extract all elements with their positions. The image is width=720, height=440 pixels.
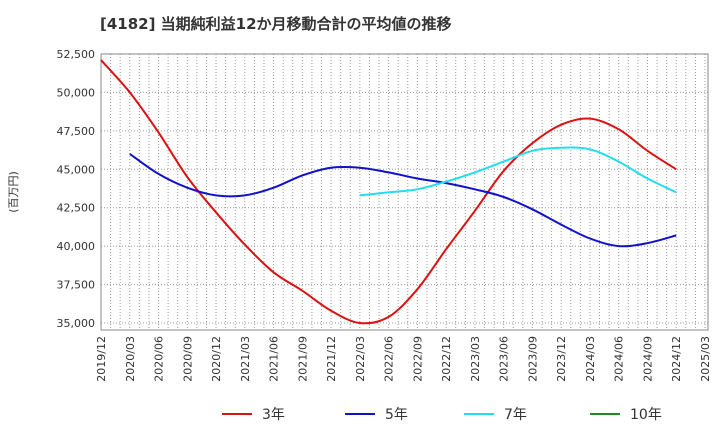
y-tick-label: 42,500 [57,202,96,215]
plot-frame [100,53,709,331]
x-tick-label: 2020/06 [153,336,166,382]
y-tick-label: 52,500 [57,48,96,61]
x-tick-label: 2024/03 [584,336,597,382]
y-axis: 35,000 37,500 40,000 42,500 45,000 47,500 50,0… [57,48,96,330]
x-tick-label: 2022/06 [383,336,396,382]
legend-label: 5年 [385,407,408,423]
x-axis: 2019/12 2020/03 2020/06 2020/09 2020/12 2021/… [95,336,712,382]
chart-title: [4182] 当期純利益12か月移動合計の平均値の推移 [100,15,452,33]
x-tick-label: 2023/06 [498,336,511,382]
x-tick-label: 2020/03 [124,336,137,382]
x-tick-label: 2019/12 [95,336,108,382]
x-tick-label: 2022/09 [411,336,424,382]
x-tick-label: 2025/03 [699,336,712,382]
y-tick-label: 40,000 [57,240,96,253]
x-tick-label: 2022/03 [354,336,367,382]
x-tick-label: 2021/06 [268,336,281,382]
legend-label: 3年 [262,407,285,423]
x-tick-label: 2024/06 [613,336,626,382]
x-tick-label: 2021/09 [296,336,309,382]
x-tick-label: 2024/09 [641,336,654,382]
y-tick-label: 45,000 [57,163,96,176]
legend: 3年 5年 7年 10年 [222,407,662,423]
x-tick-label: 2021/03 [239,336,252,382]
legend-label: 7年 [504,407,527,423]
x-tick-label: 2020/12 [210,336,223,382]
x-tick-label: 2021/12 [325,336,338,382]
legend-label: 10年 [630,407,662,423]
y-axis-label: (百万円) [7,171,20,213]
x-tick-label: 2024/12 [670,336,683,382]
x-tick-label: 2020/09 [181,336,194,382]
y-tick-label: 37,500 [57,279,96,292]
series-lines [100,59,677,325]
y-tick-label: 47,500 [57,125,96,138]
series-line-0 [100,59,677,325]
y-tick-label: 35,000 [57,317,96,330]
series-line-2 [359,146,677,197]
x-tick-label: 2023/09 [526,336,539,382]
grid [100,53,708,330]
x-tick-label: 2023/03 [469,336,482,382]
x-tick-label: 2022/12 [440,336,453,382]
series-line-1 [129,153,677,248]
y-tick-label: 50,000 [57,86,96,99]
x-tick-label: 2023/12 [555,336,568,382]
